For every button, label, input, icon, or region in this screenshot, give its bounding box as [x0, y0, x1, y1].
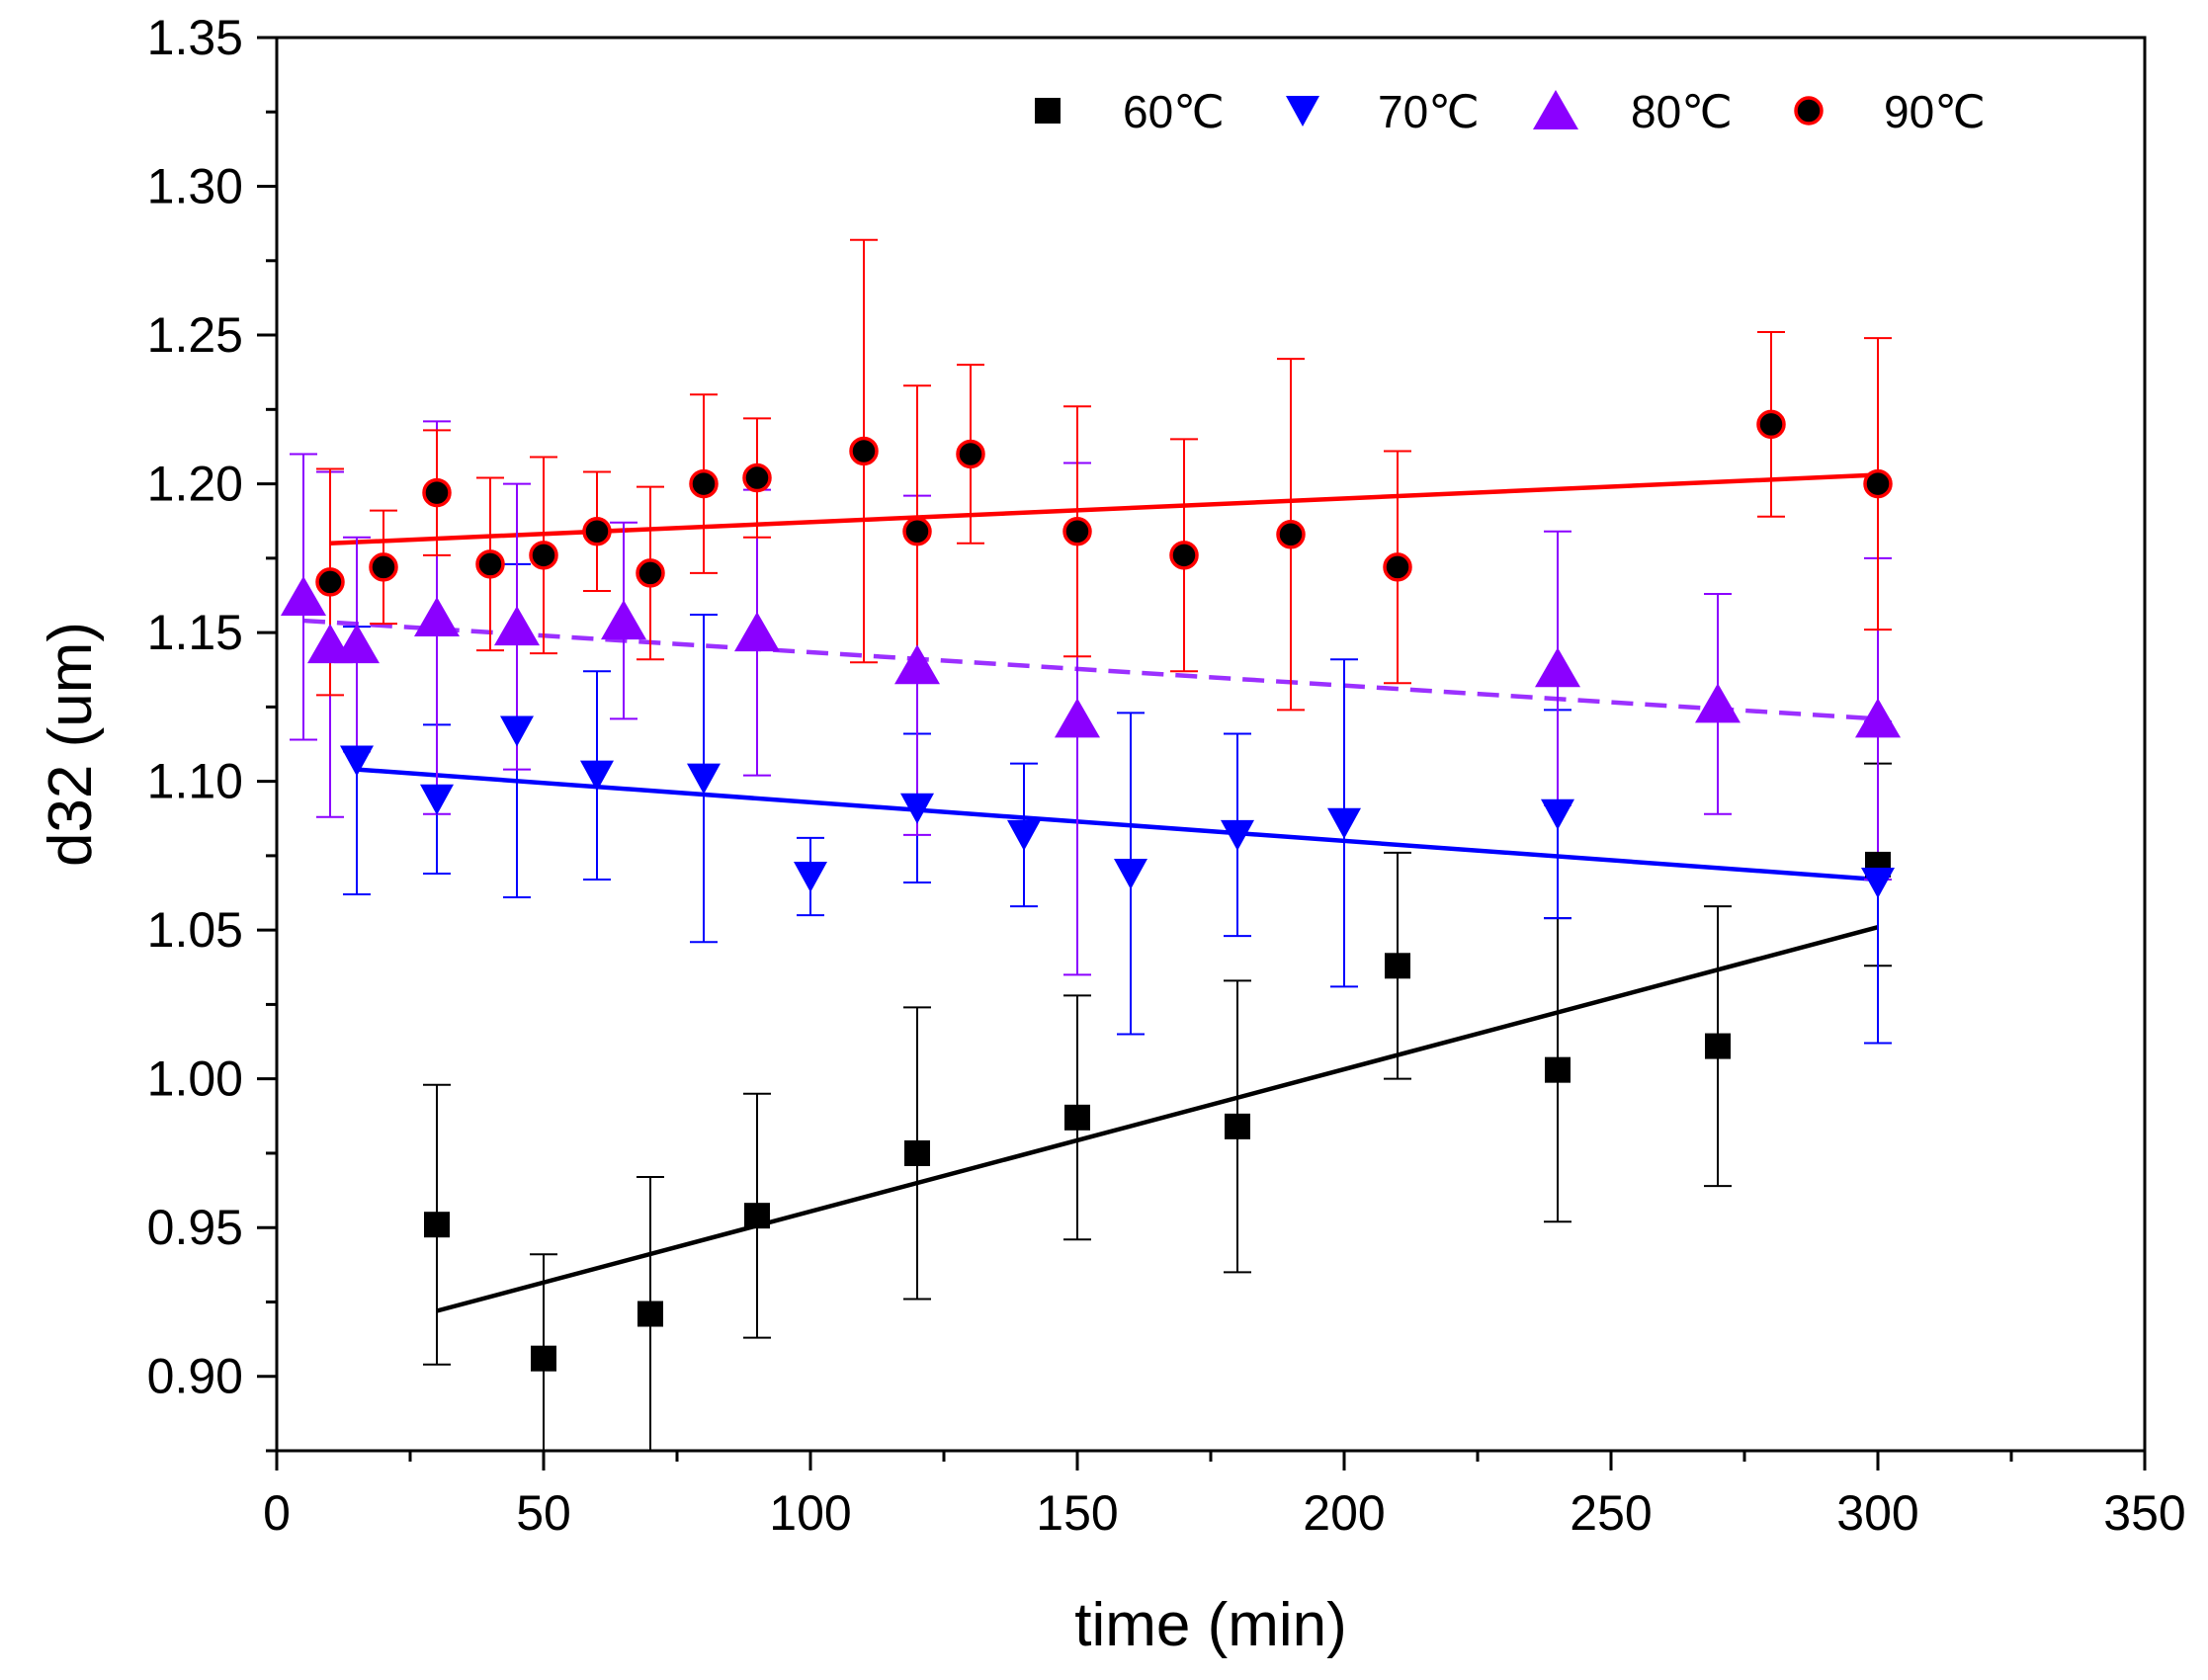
- y-tick-label: 1.30: [147, 159, 243, 214]
- axes-layer: 0 50 100 150 200 250 300 350 0.90 0.95 1.00 1.05 1.1…: [147, 10, 2186, 1541]
- legend-item-80-marker: [1533, 90, 1578, 129]
- series-80-point: [281, 575, 326, 616]
- legend-item-80-label: 80℃: [1631, 86, 1733, 137]
- series-90-point: [422, 477, 452, 508]
- x-tick-label: 200: [1303, 1485, 1385, 1541]
- series-90-point: [636, 558, 665, 588]
- y-tick-label: 0.90: [147, 1349, 243, 1404]
- x-tick-label: 50: [516, 1485, 571, 1541]
- series-90-point: [1276, 520, 1306, 549]
- series-70-point: [687, 763, 721, 795]
- series-90-point: [902, 516, 932, 546]
- x-tick-label: 250: [1570, 1485, 1652, 1541]
- series-90-point: [369, 552, 398, 582]
- series-90-point: [475, 549, 505, 579]
- series-90-fit-line: [329, 472, 1879, 546]
- y-tick-label: 1.15: [147, 605, 243, 660]
- series-60-fit-line: [436, 924, 1879, 1313]
- y-tick-label: 1.20: [147, 457, 243, 512]
- series-90-point: [582, 516, 612, 546]
- series-80-point: [1055, 698, 1100, 738]
- series-60-point: [744, 1203, 770, 1229]
- series-60-point: [904, 1139, 930, 1166]
- series-70-point: [1327, 807, 1361, 839]
- series-80-point: [601, 600, 646, 640]
- series-60-point: [637, 1301, 663, 1327]
- legend-item-70: 70℃: [1286, 86, 1480, 137]
- series-80-point: [494, 606, 540, 646]
- series-80-point: [1855, 698, 1901, 738]
- series-90-point: [849, 436, 879, 466]
- legend-item-90-label: 90℃: [1884, 86, 1986, 137]
- series-70-point: [1114, 858, 1147, 889]
- series-80-point: [334, 624, 380, 664]
- y-tick-label: 1.10: [147, 754, 243, 809]
- y-tick-label: 1.25: [147, 307, 243, 363]
- series-90-point: [742, 462, 772, 493]
- series-70-point: [900, 793, 934, 824]
- series-80-point: [414, 597, 460, 637]
- fit-lines-layer: [302, 472, 1879, 1313]
- plot-frame: [275, 36, 2147, 1453]
- series-70-point: [580, 760, 614, 792]
- markers-layer: [281, 409, 1901, 1372]
- x-axis-title: time (min): [1074, 1591, 1347, 1659]
- legend-item-60: 60℃: [1035, 86, 1225, 137]
- legend-item-90-marker: [1794, 96, 1824, 126]
- series-60-point: [1705, 1033, 1731, 1059]
- legend-item-60-label: 60℃: [1123, 86, 1225, 137]
- x-tick-label: 100: [769, 1485, 851, 1541]
- series-70-point: [1007, 819, 1041, 851]
- series-90-point: [1863, 468, 1893, 499]
- series-80-point: [734, 612, 780, 652]
- x-tick-label: 300: [1836, 1485, 1918, 1541]
- legend-item-80: 80℃: [1533, 86, 1733, 137]
- series-90-point: [315, 567, 345, 597]
- series-90-point: [1756, 409, 1786, 440]
- series-70-point: [1221, 819, 1254, 851]
- series-60-point: [1385, 953, 1410, 979]
- series-60-point: [531, 1345, 556, 1372]
- series-70-point: [340, 745, 374, 777]
- series-80-point: [1695, 683, 1741, 723]
- legend-item-70-marker: [1286, 96, 1319, 126]
- legend-item-90: 90℃: [1794, 86, 1986, 137]
- x-tick-label: 150: [1036, 1485, 1118, 1541]
- series-60-point: [1225, 1113, 1250, 1139]
- series-90-point: [1062, 516, 1092, 546]
- series-70-point: [500, 715, 534, 747]
- series-70-point: [420, 784, 454, 815]
- series-90-point: [1383, 552, 1412, 582]
- legend-item-60-marker: [1035, 98, 1061, 124]
- series-80-fit-line: [302, 618, 1879, 721]
- series-90-point: [956, 439, 985, 469]
- series-80-point: [894, 644, 940, 685]
- series-80-point: [1535, 647, 1580, 688]
- error-bars-layer: [290, 238, 1892, 1451]
- series-70-point: [1541, 798, 1574, 830]
- y-axis-title: d32 (um): [37, 622, 105, 867]
- y-tick-label: 1.00: [147, 1051, 243, 1107]
- series-90-point: [1169, 541, 1199, 570]
- y-tick-label: 1.05: [147, 902, 243, 958]
- series-90-point: [529, 541, 558, 570]
- series-60-point: [424, 1212, 450, 1238]
- series-70-fit-line: [356, 767, 1879, 882]
- series-70-point: [794, 861, 827, 892]
- x-tick-label: 0: [263, 1485, 291, 1541]
- legend-item-70-label: 70℃: [1378, 86, 1480, 137]
- series-70-point: [1861, 867, 1895, 898]
- series-60-point: [1545, 1056, 1571, 1083]
- x-tick-label: 350: [2103, 1485, 2185, 1541]
- legend: 60℃ 70℃ 80℃ 90℃: [1035, 86, 1986, 137]
- y-tick-label: 1.35: [147, 10, 243, 65]
- y-tick-label: 0.95: [147, 1200, 243, 1255]
- series-90-point: [689, 468, 719, 499]
- series-60-point: [1064, 1104, 1090, 1131]
